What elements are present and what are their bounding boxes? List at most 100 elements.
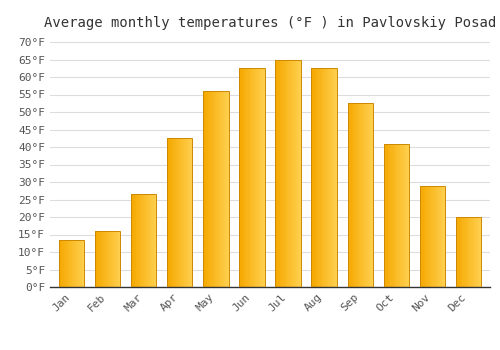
Bar [102,231,104,287]
Bar [65,240,66,287]
Bar [212,91,214,287]
Bar [468,217,469,287]
Bar [396,144,397,287]
Bar [62,240,63,287]
Bar [258,68,260,287]
Bar [458,217,459,287]
Bar [368,103,370,287]
Bar [112,231,113,287]
Bar [459,217,460,287]
Bar [214,91,215,287]
Bar [220,91,221,287]
Bar [456,217,458,287]
Bar [384,144,386,287]
Bar [466,217,468,287]
Bar [79,240,80,287]
Bar [286,60,287,287]
Bar [329,68,330,287]
Bar [104,231,105,287]
Bar [392,144,393,287]
Bar [424,186,426,287]
Bar [332,68,334,287]
Bar [168,138,169,287]
Bar [188,138,189,287]
Bar [350,103,351,287]
Bar [111,231,112,287]
Bar [256,68,257,287]
Bar [251,68,252,287]
Bar [476,217,477,287]
Bar [475,217,476,287]
Bar [136,194,137,287]
Bar [132,194,133,287]
Bar [97,231,98,287]
Bar [216,91,218,287]
Bar [407,144,408,287]
Bar [167,138,168,287]
Bar [206,91,208,287]
Bar [480,217,481,287]
Bar [474,217,475,287]
Bar [182,138,183,287]
Bar [210,91,211,287]
Bar [348,103,349,287]
Bar [438,186,439,287]
Bar [72,240,74,287]
Bar [352,103,354,287]
Bar [100,231,101,287]
Bar [436,186,438,287]
Bar [371,103,372,287]
Bar [221,91,222,287]
Bar [108,231,110,287]
Bar [478,217,480,287]
Bar [284,60,286,287]
Bar [215,91,216,287]
Bar [470,217,471,287]
Bar [471,217,472,287]
Bar [294,60,295,287]
Bar [218,91,220,287]
Bar [241,68,242,287]
Bar [312,68,336,287]
Bar [227,91,228,287]
Bar [101,231,102,287]
Bar [331,68,332,287]
Bar [63,240,64,287]
Bar [248,68,250,287]
Bar [316,68,318,287]
Bar [427,186,428,287]
Bar [140,194,141,287]
Bar [288,60,289,287]
Bar [170,138,172,287]
Bar [95,231,120,287]
Bar [278,60,279,287]
Bar [319,68,320,287]
Bar [240,68,241,287]
Bar [141,194,142,287]
Bar [299,60,300,287]
Bar [370,103,371,287]
Bar [82,240,84,287]
Bar [334,68,335,287]
Bar [66,240,68,287]
Bar [282,60,283,287]
Bar [80,240,81,287]
Bar [68,240,69,287]
Bar [365,103,366,287]
Bar [222,91,224,287]
Bar [208,91,209,287]
Bar [440,186,442,287]
Bar [185,138,186,287]
Bar [176,138,178,287]
Bar [402,144,403,287]
Bar [167,138,192,287]
Bar [178,138,179,287]
Bar [205,91,206,287]
Bar [354,103,355,287]
Bar [287,60,288,287]
Bar [240,68,264,287]
Bar [283,60,284,287]
Bar [263,68,264,287]
Bar [390,144,391,287]
Bar [172,138,173,287]
